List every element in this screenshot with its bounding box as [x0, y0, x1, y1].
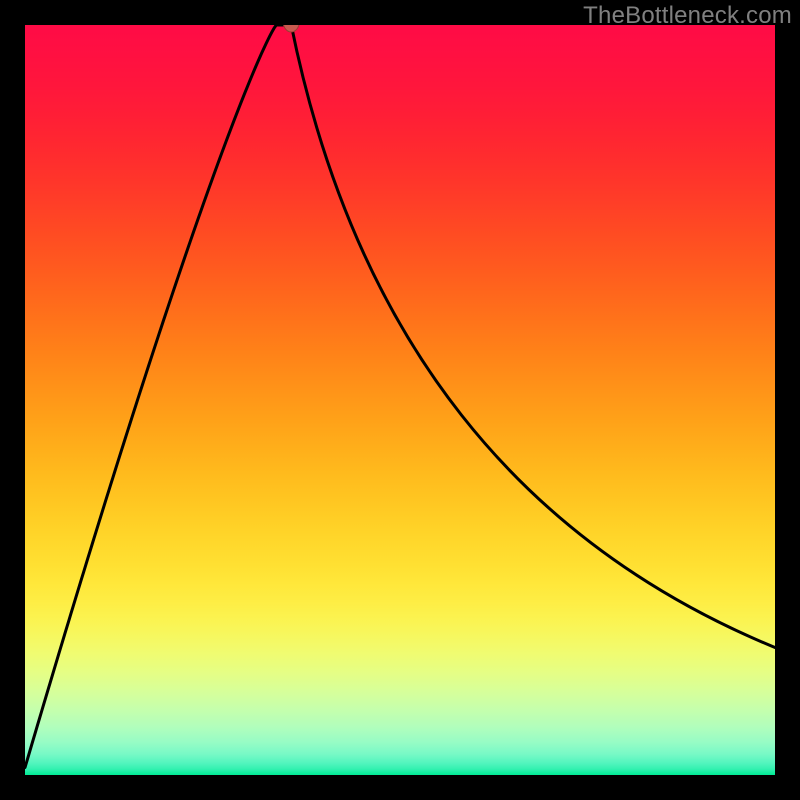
- chart-stage: TheBottleneck.com: [0, 0, 800, 800]
- watermark-text: TheBottleneck.com: [583, 2, 792, 30]
- chart-svg: [0, 0, 800, 800]
